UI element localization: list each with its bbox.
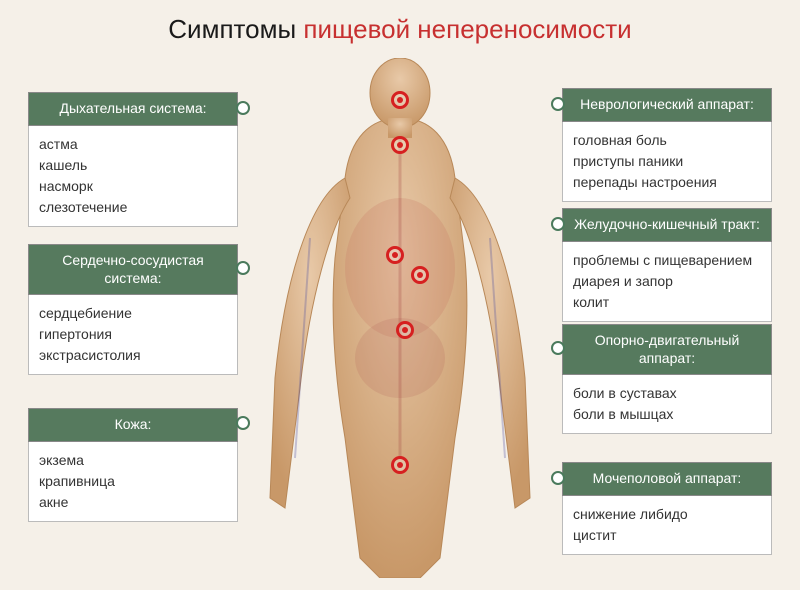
- box-skin: Кожа: экзема крапивница акне: [28, 408, 238, 522]
- title-part2: пищевой непереносимости: [303, 14, 631, 44]
- symptom-item: акне: [39, 492, 227, 513]
- box-cardio-header: Сердечно-сосудистая система:: [28, 244, 238, 295]
- symptom-item: кашель: [39, 155, 227, 176]
- symptom-item: головная боль: [573, 130, 761, 151]
- symptom-item: боли в мышцах: [573, 404, 761, 425]
- connector-dot: [236, 101, 250, 115]
- box-skin-body: экзема крапивница акне: [28, 442, 238, 522]
- body-marker: [391, 91, 409, 109]
- box-musculo-body: боли в суставах боли в мышцах: [562, 375, 772, 434]
- box-uro-header: Мочеполовой аппарат:: [562, 462, 772, 496]
- symptom-item: снижение либидо: [573, 504, 761, 525]
- symptom-item: приступы паники: [573, 151, 761, 172]
- box-gi: Желудочно-кишечный тракт: проблемы с пищ…: [562, 208, 772, 322]
- symptom-item: проблемы с пищеварением: [573, 250, 761, 271]
- box-gi-body: проблемы с пищеварением диарея и запор к…: [562, 242, 772, 322]
- symptom-item: гипертония: [39, 324, 227, 345]
- connector-dot: [236, 261, 250, 275]
- connector-dot: [551, 217, 565, 231]
- box-cardio-body: сердцебиение гипертония экстрасистолия: [28, 295, 238, 375]
- body-marker: [386, 246, 404, 264]
- body-marker: [396, 321, 414, 339]
- connector-dot: [551, 471, 565, 485]
- symptom-item: экзема: [39, 450, 227, 471]
- body-marker: [411, 266, 429, 284]
- connector-dot: [551, 341, 565, 355]
- connector-dot: [551, 97, 565, 111]
- symptom-item: цистит: [573, 525, 761, 546]
- symptom-item: астма: [39, 134, 227, 155]
- symptom-item: сердцебиение: [39, 303, 227, 324]
- symptom-item: насморк: [39, 176, 227, 197]
- symptom-item: перепады настроения: [573, 172, 761, 193]
- body-marker: [391, 136, 409, 154]
- box-uro: Мочеполовой аппарат: снижение либидо цис…: [562, 462, 772, 555]
- symptom-item: диарея и запор: [573, 271, 761, 292]
- title-part1: Симптомы: [168, 14, 296, 44]
- box-respiratory-header: Дыхательная система:: [28, 92, 238, 126]
- box-neuro: Неврологический аппарат: головная боль п…: [562, 88, 772, 202]
- symptom-item: боли в суставах: [573, 383, 761, 404]
- box-respiratory-body: астма кашель насморк слезотечение: [28, 126, 238, 227]
- symptom-item: колит: [573, 292, 761, 313]
- body-marker: [391, 456, 409, 474]
- symptom-item: экстрасистолия: [39, 345, 227, 366]
- box-uro-body: снижение либидо цистит: [562, 496, 772, 555]
- box-cardio: Сердечно-сосудистая система: сердцебиени…: [28, 244, 238, 375]
- box-musculo: Опорно-двигательный аппарат: боли в суст…: [562, 324, 772, 434]
- symptom-item: слезотечение: [39, 197, 227, 218]
- symptom-item: крапивница: [39, 471, 227, 492]
- box-skin-header: Кожа:: [28, 408, 238, 442]
- box-respiratory: Дыхательная система: астма кашель насмор…: [28, 92, 238, 227]
- connector-dot: [236, 416, 250, 430]
- box-gi-header: Желудочно-кишечный тракт:: [562, 208, 772, 242]
- page-title: Симптомы пищевой непереносимости: [0, 0, 800, 53]
- box-neuro-body: головная боль приступы паники перепады н…: [562, 122, 772, 202]
- box-neuro-header: Неврологический аппарат:: [562, 88, 772, 122]
- box-musculo-header: Опорно-двигательный аппарат:: [562, 324, 772, 375]
